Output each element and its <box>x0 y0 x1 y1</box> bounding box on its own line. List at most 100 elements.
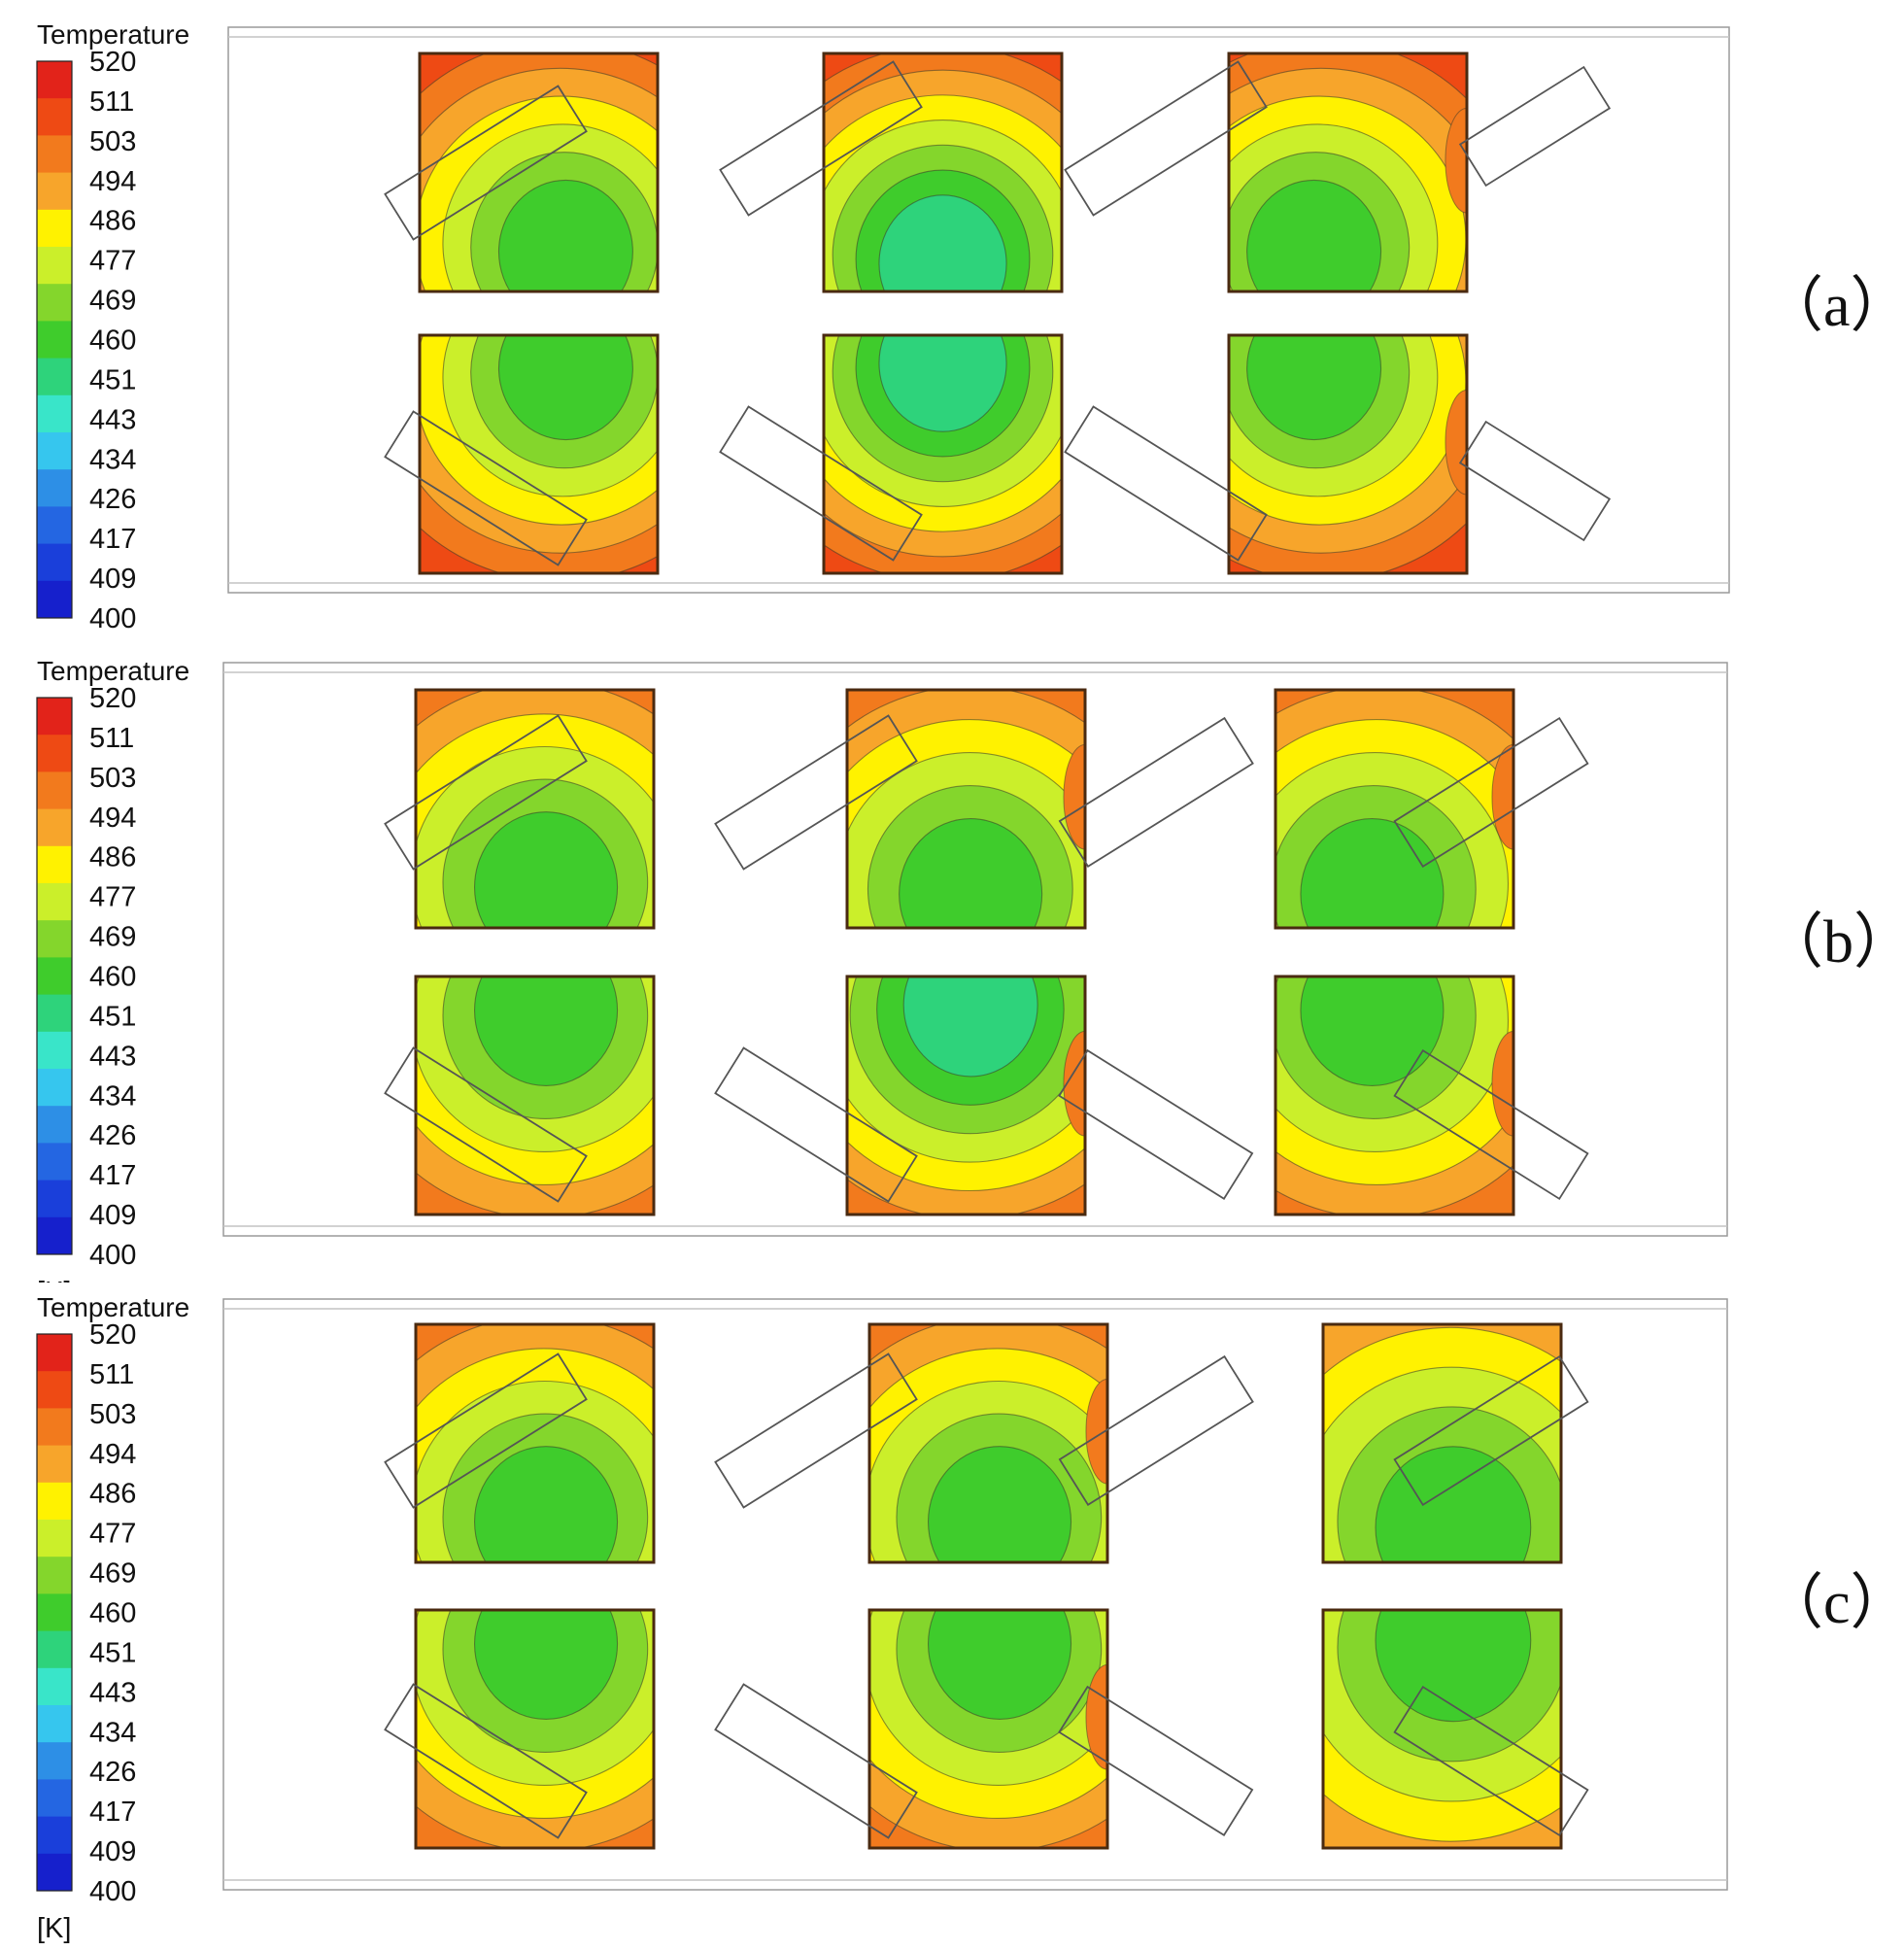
colorbar-swatch <box>37 845 72 884</box>
colorbar-swatch <box>37 1667 72 1706</box>
colorbar-swatch <box>37 1031 72 1070</box>
panel-b: Temperature 520 511 503 494 486 477 469 460 451 44… <box>0 641 1904 1283</box>
contour-tile <box>1321 1608 1589 1850</box>
colorbar-tick-label: 443 <box>89 1677 136 1708</box>
colorbar-swatch <box>37 994 72 1033</box>
colorbar-tick-label: 434 <box>89 1717 136 1748</box>
colorbar-swatch <box>37 1334 72 1372</box>
panel-a: Temperature 520 511 503 494 486 477 469 460 451 44… <box>0 0 1904 641</box>
colorbar-swatch <box>37 1216 72 1255</box>
contour-tile <box>714 688 1087 930</box>
colorbar-tick-label: 426 <box>89 1120 136 1151</box>
colorbar-swatch <box>37 1853 72 1892</box>
colorbar-tick-label: 477 <box>89 246 136 277</box>
colorbar-tick-label: 469 <box>89 1558 136 1590</box>
heater-outline <box>1393 1048 1589 1201</box>
colorbar-swatch <box>37 920 72 958</box>
contour-tile <box>384 1608 656 1850</box>
colorbar-swatch <box>37 284 72 322</box>
heater-outline <box>1064 60 1268 217</box>
heater-outline <box>384 85 588 241</box>
contour-tile <box>714 1608 1109 1850</box>
colorbar-tick-label: 443 <box>89 404 136 435</box>
colorbar-swatch <box>37 1482 72 1521</box>
colorbar-swatch <box>37 172 72 211</box>
colorbar-swatch <box>37 1069 72 1107</box>
colorbar-tick-label: 400 <box>89 1876 136 1907</box>
contour-tile <box>719 333 1064 575</box>
colorbar-swatch <box>37 469 72 507</box>
domain-frame <box>222 662 1728 1237</box>
colorbar-tick-label: 400 <box>89 1240 136 1271</box>
colorbar-swatch <box>37 506 72 545</box>
colorbar-tick-label: 511 <box>89 86 134 118</box>
colorbar-tick-label: 434 <box>89 1080 136 1112</box>
colorbar-tick-label: 486 <box>89 1479 136 1510</box>
colorbar-tick-label: 511 <box>89 1359 134 1390</box>
colorbar-title: Temperature <box>37 1292 189 1322</box>
colorbar-swatch <box>37 543 72 582</box>
heater-outline <box>384 1352 588 1509</box>
colorbar-unit: [K] <box>37 1277 71 1283</box>
contour-tile <box>714 975 1087 1216</box>
heater-outline <box>384 714 588 871</box>
colorbar-swatch <box>37 1630 72 1669</box>
colorbar-swatch <box>37 1557 72 1594</box>
colorbar-swatch <box>37 1742 72 1780</box>
colorbar-tick-label: 460 <box>89 1598 136 1629</box>
colorbar-tick-label: 443 <box>89 1041 136 1072</box>
colorbar-tick-label: 486 <box>89 842 136 873</box>
colorbar-tick-label: 520 <box>89 1319 136 1351</box>
colorbar-tick-label: 409 <box>89 564 136 595</box>
colorbar-tick-label: 503 <box>89 1399 136 1430</box>
colorbar-swatch <box>37 1520 72 1557</box>
colorbar-tick-label: 486 <box>89 206 136 237</box>
contour-tile <box>1274 975 1589 1216</box>
panel-label: （a） <box>1763 273 1904 339</box>
colorbar-swatch <box>37 432 72 470</box>
colorbar-swatch <box>37 135 72 174</box>
colorbar-swatch <box>37 209 72 248</box>
colorbar-swatch <box>37 247 72 285</box>
contour-tile <box>384 688 656 930</box>
colorbar-swatch <box>37 808 72 847</box>
colorbar-swatch <box>37 394 72 433</box>
colorbar-swatch <box>37 1593 72 1632</box>
colorbar-tick-label: 451 <box>89 1001 136 1032</box>
colorbar-tick-label: 494 <box>89 166 136 197</box>
colorbar-swatch <box>37 1705 72 1743</box>
contour-tile <box>384 333 660 575</box>
domain-frame <box>222 1298 1728 1891</box>
heater-outline <box>714 714 918 871</box>
heater-outline <box>1393 716 1589 869</box>
colorbar-swatch <box>37 698 72 736</box>
heater-outline <box>384 1683 588 1839</box>
colorbar-tick-label: 434 <box>89 444 136 475</box>
colorbar-tick-label: 503 <box>89 763 136 794</box>
heater-outline <box>1393 1685 1589 1837</box>
heater-outline <box>714 1352 918 1509</box>
colorbar-tick-label: 460 <box>89 325 136 357</box>
colorbar-tick-label: 520 <box>89 47 136 78</box>
colorbar-swatch <box>37 1180 72 1218</box>
colorbar-unit: [K] <box>37 1913 71 1944</box>
panel-label: （c） <box>1763 1570 1904 1636</box>
colorbar-tick-label: 469 <box>89 922 136 953</box>
colorbar-swatch <box>37 61 72 99</box>
heater-outline <box>1393 1354 1589 1507</box>
heater-outline <box>719 60 923 217</box>
contour-tile <box>384 1322 656 1564</box>
colorbar-swatch <box>37 735 72 772</box>
colorbar-tick-label: 469 <box>89 286 136 317</box>
domain-frame <box>227 26 1730 594</box>
colorbar-swatch <box>37 957 72 996</box>
colorbar-swatch <box>37 358 72 396</box>
colorbar-swatch <box>37 1779 72 1818</box>
colorbar-swatch <box>37 1371 72 1409</box>
panel-c: Temperature 520 511 503 494 486 477 469 460 451 44… <box>0 1278 1904 1948</box>
colorbar-swatch <box>37 580 72 619</box>
colorbar-swatch <box>37 321 72 359</box>
colorbar-swatch <box>37 1445 72 1484</box>
colorbar-tick-label: 417 <box>89 524 136 555</box>
